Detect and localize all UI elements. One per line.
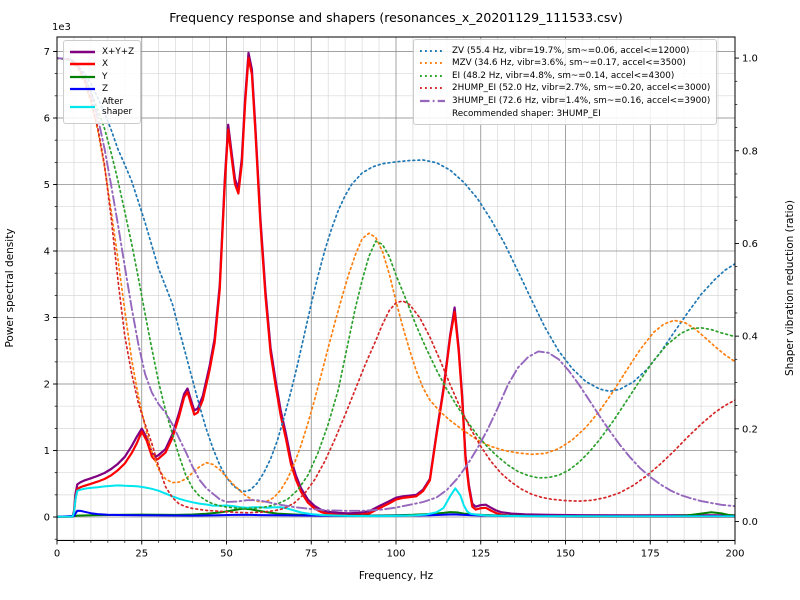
- tick-label: 175: [641, 549, 660, 560]
- legend-label: X+Y+Z: [102, 46, 135, 57]
- legend-line-sample: [419, 83, 446, 93]
- legend-item-psd-2: Y: [69, 72, 134, 82]
- chart-title: Frequency response and shapers (resonanc…: [169, 10, 623, 25]
- legend-label: After shaper: [102, 96, 133, 118]
- legend-line-sample: [419, 96, 446, 106]
- legend-line-sample: [69, 72, 96, 82]
- tick-label: 1.0: [742, 54, 758, 65]
- series-shaper-1: [57, 57, 735, 503]
- legend-item-shaper-3: 2HUMP_EI (52.0 Hz, vibr=2.7%, sm~=0.20, …: [419, 83, 710, 93]
- legend-item-psd-4: After shaper: [69, 97, 134, 117]
- series-shaper-2: [57, 57, 735, 510]
- x-axis-label: Frequency, Hz: [358, 570, 434, 582]
- legend-line-sample: [69, 59, 96, 69]
- series-shaper-3: [57, 57, 735, 514]
- legend-psd: X+Y+Z X Y Z After shaper: [63, 40, 142, 124]
- legend-item-psd-3: Z: [69, 84, 134, 94]
- tick-label: 0: [44, 513, 50, 524]
- tick-label: 7: [44, 47, 50, 58]
- legend-label: 2HUMP_EI (52.0 Hz, vibr=2.7%, sm~=0.20, …: [452, 83, 711, 94]
- tick-label: 100: [386, 549, 405, 560]
- series-psd-1: [57, 56, 735, 518]
- legend-line-sample: [69, 47, 96, 57]
- series-shaper-0: [57, 57, 735, 493]
- legend-label: Y: [102, 71, 108, 82]
- legend-item-shaper-0: ZV (55.4 Hz, vibr=19.7%, sm~=0.06, accel…: [419, 46, 710, 56]
- legend-line-sample: [419, 46, 446, 56]
- legend-line-sample: [69, 84, 96, 94]
- legend-line-sample: [419, 58, 446, 68]
- tick-label: 0.0: [742, 517, 758, 528]
- tick-label: 50: [220, 549, 233, 560]
- tick-label: 75: [305, 549, 318, 560]
- legend-label: X: [102, 59, 109, 70]
- legend-item-shaper-4: 3HUMP_EI (72.6 Hz, vibr=1.4%, sm~=0.16, …: [419, 96, 710, 106]
- legend-label: 3HUMP_EI (72.6 Hz, vibr=1.4%, sm~=0.16, …: [452, 95, 711, 106]
- tick-label: 25: [135, 549, 148, 560]
- tick-label: 0: [54, 549, 60, 560]
- tick-label: 2: [44, 380, 50, 391]
- shaper: [57, 57, 735, 514]
- legend-line-sample: [419, 71, 446, 81]
- tick-label: 3: [44, 313, 50, 324]
- tick-label: 150: [556, 549, 575, 560]
- legend-item-psd-1: X: [69, 59, 134, 69]
- legend-item-shaper-1: MZV (34.6 Hz, vibr=3.6%, sm~=0.17, accel…: [419, 58, 710, 68]
- tick-label: 0.8: [742, 146, 758, 157]
- legend-label: Recommended shaper: 3HUMP_EI: [452, 108, 601, 119]
- y-axis-label-right: Shaper vibration reduction (ratio): [784, 199, 796, 377]
- tick-label: 200: [725, 549, 744, 560]
- y-axis-offset-text: 1e3: [52, 22, 71, 33]
- legend-shapers: ZV (55.4 Hz, vibr=19.7%, sm~=0.06, accel…: [413, 39, 718, 126]
- legend-label: EI (48.2 Hz, vibr=4.8%, sm~=0.14, accel<…: [452, 70, 675, 81]
- tick-label: 125: [471, 549, 490, 560]
- tick-label: 1: [44, 446, 50, 457]
- legend-item-psd-0: X+Y+Z: [69, 47, 134, 57]
- legend-item-shaper-2: EI (48.2 Hz, vibr=4.8%, sm~=0.14, accel<…: [419, 71, 710, 81]
- tick-label: 4: [44, 247, 50, 258]
- tick-label: 5: [44, 180, 50, 191]
- legend-no-sample: [419, 109, 446, 119]
- legend-label: MZV (34.6 Hz, vibr=3.6%, sm~=0.17, accel…: [452, 58, 686, 69]
- legend-line-sample: [69, 102, 96, 112]
- tick-label: 0.6: [742, 239, 758, 250]
- legend-item-recommended: Recommended shaper: 3HUMP_EI: [419, 109, 710, 119]
- series-shaper-4: [57, 57, 735, 512]
- y-axis-label-left: Power spectral density: [4, 228, 16, 348]
- tick-label: 6: [44, 114, 50, 125]
- tick-label: 0.2: [742, 424, 758, 435]
- tick-labels: 0 25 50 75 100 125 150 175 200 0 1 2 3 4 5 6 7 0.0 0.2 0.4 0…: [44, 47, 758, 560]
- legend-label: ZV (55.4 Hz, vibr=19.7%, sm~=0.06, accel…: [452, 45, 690, 56]
- legend-label: Z: [102, 84, 109, 95]
- axis-ticks: [53, 51, 739, 545]
- tick-label: 0.4: [742, 332, 758, 343]
